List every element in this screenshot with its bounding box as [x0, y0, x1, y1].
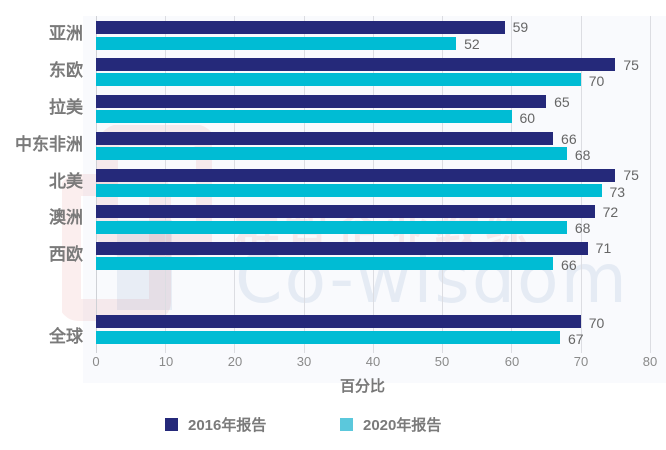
bar-2016-oceania	[96, 205, 595, 218]
category-label-western-europe: 西欧	[49, 245, 83, 264]
bar-2016-western-europe	[96, 242, 588, 255]
value-label-2016-latin-america: 65	[554, 94, 570, 110]
bar-2020-eastern-europe	[96, 73, 581, 86]
x-tick-80: 80	[642, 354, 658, 369]
bar-2020-mea	[96, 147, 567, 160]
value-label-2016-global: 70	[588, 315, 605, 331]
value-label-2020-asia: 52	[464, 36, 480, 52]
bar-2016-eastern-europe	[96, 58, 616, 71]
category-label-mea: 中东非洲	[15, 135, 83, 154]
legend-swatch-2020	[340, 418, 353, 431]
bar-2020-global	[96, 331, 560, 344]
legend-label-2020: 2020年报告	[363, 417, 442, 434]
bar-2016-asia	[96, 21, 505, 34]
value-label-2020-mea: 68	[574, 147, 591, 163]
x-tick-20: 20	[227, 354, 243, 369]
value-label-2020-western-europe: 66	[561, 257, 577, 273]
legend-item-2016[interactable]: 2016年报告	[165, 414, 266, 435]
value-label-2020-latin-america: 60	[519, 110, 536, 126]
bar-2016-latin-america	[96, 95, 547, 108]
value-label-2020-oceania: 68	[574, 220, 591, 236]
bar-2020-north-america	[96, 184, 602, 197]
bar-2016-global	[96, 315, 581, 328]
bar-2020-western-europe	[96, 257, 554, 270]
legend-swatch-2016	[165, 418, 178, 431]
x-tick-50: 50	[434, 354, 450, 369]
category-label-asia: 亚洲	[49, 24, 83, 43]
bar-2020-asia	[96, 37, 457, 50]
x-tick-40: 40	[365, 354, 381, 369]
x-tick-0: 0	[92, 354, 100, 369]
category-label-north-america: 北美	[49, 172, 83, 191]
category-label-latin-america: 拉美	[49, 98, 83, 117]
category-label-eastern-europe: 东欧	[49, 61, 83, 80]
legend-item-2020[interactable]: 2020年报告	[340, 414, 441, 435]
bar-2020-latin-america	[96, 110, 512, 123]
x-tick-70: 70	[573, 354, 589, 369]
x-tick-60: 60	[504, 354, 520, 369]
bar-2016-mea	[96, 132, 554, 145]
gridline-80	[650, 16, 651, 353]
value-label-2020-global: 67	[567, 331, 584, 347]
value-label-2016-western-europe: 71	[595, 240, 612, 256]
bar-2020-oceania	[96, 221, 567, 234]
x-tick-10: 10	[158, 354, 174, 369]
x-axis-title: 百分比	[340, 378, 386, 395]
value-label-2020-eastern-europe: 70	[588, 73, 605, 89]
value-label-2020-north-america: 73	[609, 184, 626, 200]
value-label-2016-oceania: 72	[602, 204, 619, 220]
category-label-global: 全球	[49, 327, 83, 346]
value-label-2016-eastern-europe: 75	[623, 57, 639, 73]
value-label-2016-north-america: 75	[623, 167, 639, 183]
bar-2016-north-america	[96, 169, 616, 182]
value-label-2016-mea: 66	[561, 131, 577, 147]
value-label-2016-asia: 59	[512, 19, 529, 35]
x-tick-30: 30	[296, 354, 312, 369]
legend-label-2016: 2016年报告	[188, 417, 267, 434]
category-label-oceania: 澳洲	[49, 208, 83, 227]
